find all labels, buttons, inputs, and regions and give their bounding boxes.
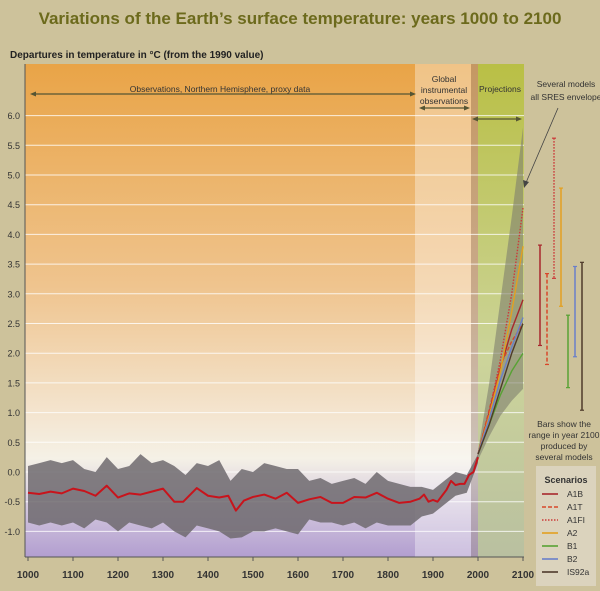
y-tick-label: 6.0 [7, 111, 20, 121]
period-label-instrumental-3: observations [420, 96, 468, 106]
period-label-projections: Projections [479, 84, 521, 94]
y-tick-label: 4.0 [7, 230, 20, 240]
x-tick-label: 1000 [17, 570, 40, 581]
y-tick-label: 0.5 [7, 438, 20, 448]
x-tick-label: 2000 [467, 570, 490, 581]
y-tick-label: 1.5 [7, 378, 20, 388]
y-tick-label: 5.0 [7, 171, 20, 181]
x-tick-label: 1800 [377, 570, 400, 581]
x-tick-label: 1900 [422, 570, 445, 581]
legend-label-a1b: A1B [567, 489, 583, 499]
legend-label-a1fi: A1FI [567, 515, 585, 525]
instrumental-period-arrow-head-right [464, 105, 470, 111]
envelope-pointer-head [523, 180, 529, 188]
legend-label-b2: B2 [567, 554, 578, 564]
y-tick-label: 5.5 [7, 141, 20, 151]
x-tick-label: 1600 [287, 570, 310, 581]
y-tick-label: -1.0 [4, 527, 20, 537]
proxy-period-arrow-head-left [30, 91, 36, 97]
y-tick-label: 3.0 [7, 289, 20, 299]
proxy-period-arrow-head-right [410, 91, 416, 97]
chart-title: Variations of the Earth’s surface temper… [39, 9, 562, 28]
projections-period-arrow-head-left [472, 116, 478, 122]
plot-area: -1.0 -0.5 0.0 0.5 1.0 1.5 2.0 2.5 3.0 3.5 4.0 4.5 5.… [4, 64, 559, 581]
legend-label-is92a: IS92a [567, 567, 589, 577]
bars-note-3: produced by [541, 441, 589, 451]
series-line-a1fi [477, 207, 524, 455]
y-tick-label: -0.5 [4, 497, 20, 507]
envelope-pointer [524, 107, 559, 186]
projections-period-arrow-head-right [516, 116, 522, 122]
y-tick-label: 2.0 [7, 349, 20, 359]
series-line-b2 [477, 317, 524, 455]
envelope-label-1: Several models [537, 79, 596, 89]
x-tick-label: 1700 [332, 570, 355, 581]
y-axis-label: Departures in temperature in °C (from th… [10, 50, 264, 61]
bars-note-4: several models [535, 452, 592, 462]
series-line-is92a [477, 323, 524, 455]
x-tick-label: 2100 [512, 570, 535, 581]
period-label-instrumental-1: Global [432, 74, 457, 84]
legend-title: Scenarios [544, 475, 587, 485]
x-tick-label: 1300 [152, 570, 175, 581]
legend-box [536, 466, 596, 586]
y-tick-label: 2.5 [7, 319, 20, 329]
x-tick-label: 1100 [62, 570, 84, 581]
legend-label-b1: B1 [567, 541, 578, 551]
period-divider-strip [471, 64, 478, 557]
legend-label-a1t: A1T [567, 502, 583, 512]
legend-label-a2: A2 [567, 528, 578, 538]
observed-temperature-line [27, 456, 479, 512]
y-tick-label: 1.0 [7, 408, 20, 418]
period-label-instrumental-2: instrumental [421, 85, 467, 95]
bars-note-2: range in year 2100 [529, 430, 600, 440]
y-tick-label: 4.5 [7, 200, 20, 210]
instrumental-period-arrow-head-left [419, 105, 425, 111]
bars-note-1: Bars show the [537, 419, 591, 429]
x-tick-label: 1500 [242, 570, 265, 581]
x-tick-label: 1400 [197, 570, 220, 581]
y-tick-label: 0.0 [7, 468, 20, 478]
x-tick-label: 1200 [107, 570, 130, 581]
envelope-label-2: all SRES envelope [531, 92, 600, 102]
y-tick-label: 3.5 [7, 260, 20, 270]
sres-envelope [478, 127, 523, 461]
period-label-proxy: Observations, Northern Hemisphere, proxy… [130, 84, 311, 94]
annotations: Observations, Northern Hemisphere, proxy… [130, 74, 600, 586]
